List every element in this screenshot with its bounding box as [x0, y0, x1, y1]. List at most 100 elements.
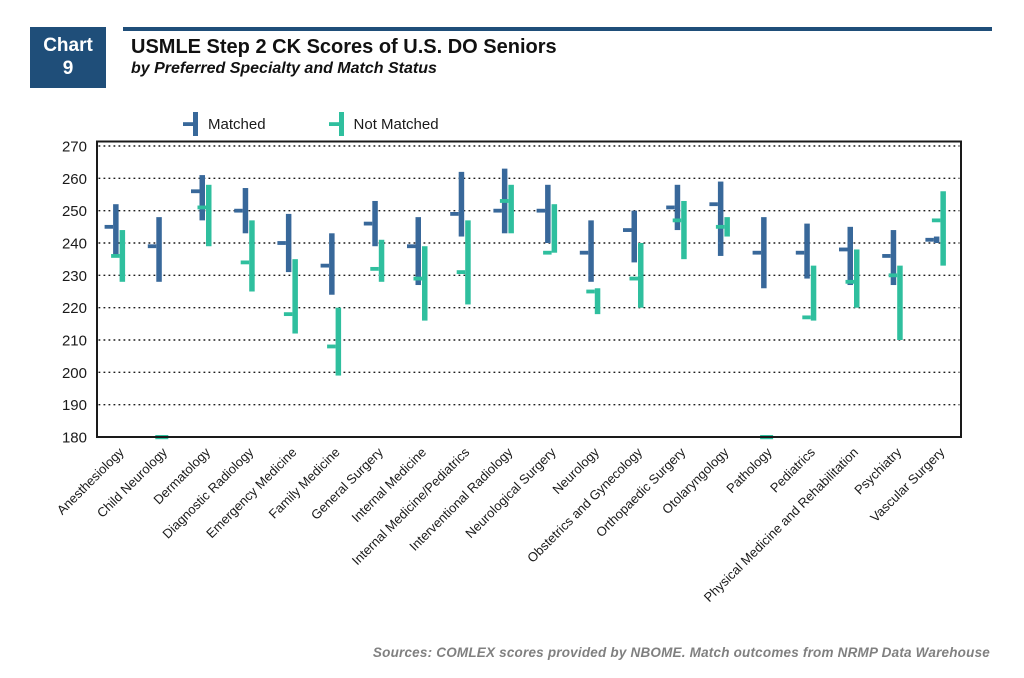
- range-line-matched-anesthesiology: [113, 204, 119, 256]
- range-line-not-matched-psychiatry: [897, 265, 903, 340]
- median-tick-not-matched-emergency-medicine: [283, 312, 293, 317]
- y-tick-label-240: 240: [62, 236, 87, 253]
- median-tick-matched-pediatrics: [795, 250, 805, 255]
- range-line-matched-pediatrics: [804, 223, 810, 279]
- y-tick-label-250: 250: [62, 203, 87, 220]
- page-subtitle: by Preferred Specialty and Match Status: [131, 60, 437, 77]
- range-line-not-matched-family-medicine: [335, 307, 342, 376]
- median-tick-matched-physical-medicine-and-rehabilitation: [839, 247, 848, 252]
- median-tick-not-matched-anesthesiology: [111, 254, 120, 258]
- x-category-label-pathology: Pathology: [723, 444, 775, 496]
- range-line-matched-psychiatry: [890, 230, 897, 286]
- range-line-not-matched-neurological-surgery: [551, 204, 558, 253]
- range-line-not-matched-dermatology: [206, 184, 212, 247]
- range-line-not-matched-neurology: [594, 288, 601, 315]
- range-bar-not-matched-neurological-surgery: [543, 204, 558, 255]
- median-tick-not-matched-neurological-surgery: [543, 250, 552, 255]
- legend-item-matched: Matched: [182, 111, 266, 137]
- median-tick-matched-internal-medicine: [407, 244, 416, 249]
- legend-item-not-matched: Not Matched: [328, 111, 439, 137]
- median-tick-not-matched-otolaryngology: [715, 224, 725, 229]
- range-line-matched-dermatology: [199, 175, 205, 221]
- range-bar-matched-obstetrics-and-gynecology: [623, 210, 637, 263]
- median-tick-matched-pathology: [752, 250, 762, 255]
- range-line-matched-pathology: [761, 217, 767, 289]
- median-tick-matched-child-neurology: [147, 244, 157, 249]
- range-bar-not-matched-diagnostic-radiology: [240, 220, 255, 292]
- range-line-matched-physical-medicine-and-rehabilitation: [847, 226, 853, 286]
- range-line-not-matched-diagnostic-radiology: [249, 220, 255, 292]
- range-bar-matched-neurological-surgery: [536, 184, 551, 243]
- median-tick-matched-emergency-medicine: [277, 241, 286, 245]
- chart-number-word: Chart: [43, 34, 93, 56]
- range-bar-matched-neurology: [579, 220, 594, 282]
- y-tick-label-230: 230: [62, 268, 87, 285]
- plot-border: [96, 140, 962, 438]
- range-line-not-matched-vascular-surgery: [940, 191, 946, 266]
- range-bar-matched-general-surgery: [363, 200, 378, 247]
- median-tick-matched-general-surgery: [363, 221, 373, 226]
- median-tick-not-matched-dermatology: [197, 205, 206, 210]
- range-bar-not-matched-neurology: [586, 288, 601, 315]
- median-tick-not-matched-family-medicine: [327, 344, 336, 349]
- range-bar-not-matched-orthopaedic-surgery: [672, 200, 687, 260]
- range-line-not-matched-emergency-medicine: [292, 259, 298, 334]
- range-bar-not-matched-psychiatry: [888, 265, 903, 340]
- range-bar-not-matched-otolaryngology: [715, 217, 730, 237]
- source-attribution: Sources: COMLEX scores provided by NBOME…: [372, 645, 990, 660]
- range-bar-not-matched-family-medicine: [327, 307, 342, 376]
- range-line-not-matched-orthopaedic-surgery: [681, 200, 687, 260]
- legend-label-not-matched: Not Matched: [353, 115, 439, 133]
- y-tick-label-180: 180: [62, 430, 87, 447]
- range-line-not-matched-pediatrics: [810, 265, 817, 321]
- legend-marker-matched-icon: [183, 112, 198, 136]
- chart-number-value: 9: [62, 57, 74, 79]
- range-bar-not-matched-vascular-surgery: [931, 191, 946, 266]
- range-bar-matched-orthopaedic-surgery: [666, 184, 681, 231]
- range-bar-not-matched-dermatology: [197, 184, 212, 247]
- median-tick-matched-obstetrics-and-gynecology: [623, 228, 632, 232]
- range-line-matched-neurology: [588, 220, 594, 282]
- range-line-not-matched-internal-medicine: [422, 246, 428, 321]
- median-tick-matched-orthopaedic-surgery: [666, 205, 675, 210]
- median-tick-not-matched-diagnostic-radiology: [240, 260, 250, 265]
- range-line-matched-neurological-surgery: [545, 184, 551, 243]
- range-bar-matched-physical-medicine-and-rehabilitation: [839, 226, 853, 286]
- median-tick-not-matched-internal-medicine: [413, 276, 422, 281]
- median-tick-matched-dermatology: [191, 189, 200, 194]
- range-bar-matched-psychiatry: [882, 230, 897, 286]
- range-bar-not-matched-general-surgery: [370, 239, 385, 282]
- range-line-matched-emergency-medicine: [285, 213, 292, 273]
- range-line-not-matched-general-surgery: [378, 239, 385, 282]
- range-line-not-matched-obstetrics-and-gynecology: [638, 243, 644, 308]
- title-divider-rule: [123, 27, 992, 31]
- median-tick-matched-otolaryngology: [709, 202, 718, 207]
- median-tick-not-matched-general-surgery: [370, 266, 379, 271]
- range-bar-not-matched-pediatrics: [802, 265, 817, 321]
- median-tick-matched-interventional-radiology: [493, 208, 502, 213]
- median-tick-matched-family-medicine: [320, 263, 330, 268]
- range-bar-matched-family-medicine: [320, 233, 335, 295]
- x-category-label-physical-medicine-and-rehabilitation: Physical Medicine and Rehabilitation: [701, 445, 861, 605]
- median-tick-not-matched-internal-medicine-pediatrics: [456, 270, 466, 274]
- range-bar-matched-internal-medicine-pediatrics: [450, 171, 465, 237]
- y-tick-label-260: 260: [62, 171, 87, 188]
- y-tick-label-220: 220: [62, 300, 87, 317]
- range-bar-not-matched-physical-medicine-and-rehabilitation: [845, 249, 860, 308]
- median-tick-matched-psychiatry: [882, 254, 891, 258]
- median-tick-not-matched-vascular-surgery: [931, 218, 941, 223]
- median-tick-matched-vascular-surgery: [925, 237, 934, 242]
- range-bar-matched-dermatology: [191, 175, 205, 221]
- range-bar-not-matched-anesthesiology: [111, 230, 126, 282]
- legend-marker-not-matched-icon: [328, 112, 344, 136]
- range-bar-matched-pathology: [752, 217, 767, 289]
- median-tick-matched-neurology: [579, 250, 589, 255]
- median-tick-matched-internal-medicine-pediatrics: [450, 212, 459, 216]
- range-bar-not-matched-emergency-medicine: [283, 259, 298, 334]
- median-tick-not-matched-pediatrics: [802, 315, 811, 320]
- range-line-matched-otolaryngology: [717, 181, 724, 256]
- y-tick-label-190: 190: [62, 397, 87, 414]
- range-line-matched-child-neurology: [156, 217, 162, 282]
- range-bar-matched-vascular-surgery: [925, 236, 940, 243]
- range-bar-matched-child-neurology: [147, 217, 162, 282]
